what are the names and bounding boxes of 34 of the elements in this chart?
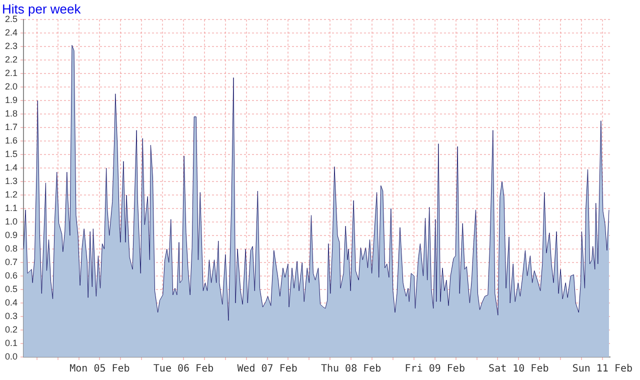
- y-tick-label: 0.7: [4, 257, 18, 268]
- y-tick-label: 2.3: [4, 41, 18, 52]
- x-tick-label: Sun 11 Feb: [572, 364, 633, 375]
- y-tick-label: 2.1: [4, 68, 18, 78]
- y-tick-label: 1.4: [4, 162, 18, 173]
- x-tick-label: Tue 06 Feb: [153, 364, 214, 375]
- x-tick-label: Fri 09 Feb: [404, 364, 465, 375]
- y-tick-label: 1.3: [4, 176, 18, 186]
- y-tick-label: 0.5: [4, 284, 18, 294]
- y-tick-label: 0.3: [4, 310, 18, 321]
- x-tick-label: Mon 05 Feb: [70, 364, 130, 375]
- y-tick-label: 1.6: [4, 136, 18, 146]
- y-tick-label: 1.1: [4, 203, 18, 214]
- chart-title: Hits per week: [2, 1, 82, 16]
- x-tick-label: Sat 10 Feb: [488, 364, 549, 375]
- y-tick-label: 1.5: [4, 149, 18, 160]
- y-tick-label: 2.5: [4, 14, 18, 24]
- y-tick-label: 1.0: [4, 216, 18, 227]
- y-tick-label: 2.2: [4, 54, 18, 65]
- y-tick-label: 0.6: [4, 270, 18, 281]
- y-tick-label: 2.4: [4, 28, 18, 38]
- y-tick-label: 1.9: [4, 95, 18, 106]
- y-tick-label: 2.0: [4, 82, 18, 92]
- y-tick-label: 0.9: [4, 230, 18, 240]
- y-tick-label: 0.0: [4, 351, 18, 362]
- y-tick-label: 1.8: [4, 108, 18, 119]
- y-tick-label: 0.8: [4, 244, 18, 254]
- y-tick-label: 0.1: [4, 338, 18, 348]
- x-tick-label: Thu 08 Feb: [320, 364, 382, 375]
- x-tick-label: Wed 07 Feb: [237, 364, 298, 375]
- y-tick-label: 0.2: [4, 324, 18, 334]
- y-tick-label: 1.2: [4, 190, 18, 200]
- y-tick-label: 0.4: [4, 298, 18, 308]
- y-tick-label: 1.7: [4, 122, 18, 132]
